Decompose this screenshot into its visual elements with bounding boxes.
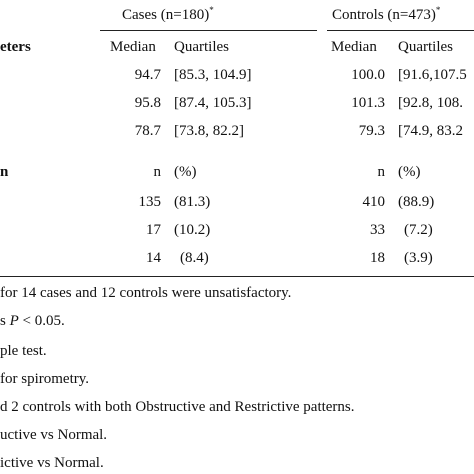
s2-row3-ctrl-pct: (3.9): [404, 250, 433, 266]
controls-footnote-mark: *: [435, 5, 441, 15]
cases-header-text: Cases (n=180): [122, 7, 210, 23]
col-n-controls: n: [377, 164, 386, 180]
section1-label: eters: [0, 39, 31, 55]
s1-row2-ctrl-median: 101.3: [351, 95, 385, 111]
col-n-cases: n: [153, 164, 162, 180]
s1-row3-case-median: 78.7: [134, 123, 161, 139]
table-bottom-rule: [0, 276, 474, 277]
footnote-2-post: < 0.05.: [18, 313, 65, 329]
footnote-6: uctive vs Normal.: [0, 427, 108, 443]
s1-row2-case-median: 95.8: [134, 95, 161, 111]
footnote-3: ple test.: [0, 343, 47, 359]
s1-row3-ctrl-quartiles: [74.9, 83.2: [398, 123, 463, 139]
controls-header: Controls (n=473)*: [332, 6, 440, 24]
s2-row1-case-n: 135: [138, 194, 162, 210]
cases-underline: [100, 30, 317, 31]
s2-row2-ctrl-pct: (7.2): [404, 222, 433, 238]
controls-header-text: Controls (n=473): [332, 7, 436, 23]
s2-row1-ctrl-n: 410: [362, 194, 386, 210]
s1-row1-case-quartiles: [85.3, 104.9]: [174, 67, 252, 83]
footnote-2-pre: s: [0, 313, 10, 329]
col-quartiles-cases: Quartiles: [174, 39, 229, 55]
s1-row1-ctrl-quartiles: [91.6,107.5: [398, 67, 467, 83]
s2-row3-ctrl-n: 18: [370, 250, 385, 266]
footnote-7: ictive vs Normal.: [0, 455, 104, 471]
s2-row2-ctrl-n: 33: [370, 222, 385, 238]
s2-row1-ctrl-pct: (88.9): [398, 194, 435, 210]
col-pct-cases: (%): [174, 164, 197, 180]
cases-header: Cases (n=180)*: [122, 6, 214, 24]
s1-row2-case-quartiles: [87.4, 105.3]: [174, 95, 252, 111]
section2-label: n: [0, 164, 9, 180]
footnote-2-italic: P: [9, 313, 19, 329]
s1-row1-case-median: 94.7: [134, 67, 161, 83]
col-quartiles-controls: Quartiles: [398, 39, 453, 55]
s1-row1-ctrl-median: 100.0: [351, 67, 385, 83]
footnote-4: for spirometry.: [0, 371, 90, 387]
col-pct-controls: (%): [398, 164, 421, 180]
s1-row2-ctrl-quartiles: [92.8, 108.: [398, 95, 463, 111]
s2-row1-case-pct: (81.3): [174, 194, 211, 210]
controls-underline: [327, 30, 474, 31]
s2-row3-case-pct: (8.4): [180, 250, 209, 266]
footnote-2: s P < 0.05.: [0, 312, 65, 330]
col-median-controls: Median: [331, 39, 377, 55]
cases-footnote-mark: *: [209, 5, 214, 15]
s1-row3-case-quartiles: [73.8, 82.2]: [174, 123, 244, 139]
col-median-cases: Median: [110, 39, 156, 55]
s2-row2-case-n: 17: [146, 222, 161, 238]
footnote-5: d 2 controls with both Obstructive and R…: [0, 399, 355, 415]
s2-row3-case-n: 14: [146, 250, 161, 266]
footnote-1: for 14 cases and 12 controls were unsati…: [0, 285, 292, 301]
s1-row3-ctrl-median: 79.3: [358, 123, 385, 139]
s2-row2-case-pct: (10.2): [174, 222, 211, 238]
